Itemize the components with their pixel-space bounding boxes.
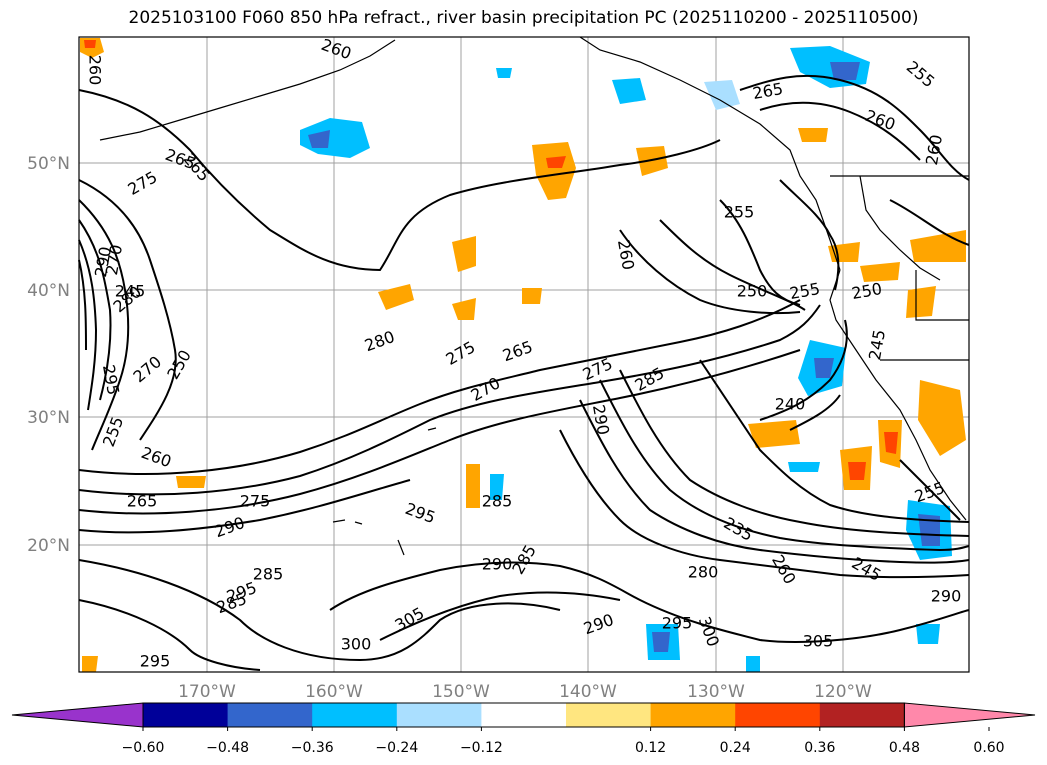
lon-label: 150°W bbox=[432, 682, 490, 702]
lat-label: 40°N bbox=[27, 281, 70, 301]
colorbar-tick-label: −0.24 bbox=[375, 740, 418, 756]
colorbar-swatch bbox=[227, 703, 313, 727]
precip-patches bbox=[80, 38, 966, 672]
colorbar-swatch bbox=[396, 703, 482, 727]
lat-tick-labels: 50°N 40°N 30°N 20°N bbox=[27, 154, 70, 556]
contour-lines bbox=[78, 74, 970, 671]
lat-label: 50°N bbox=[27, 154, 70, 174]
contour-label: 265 bbox=[127, 492, 158, 511]
lon-label: 170°W bbox=[178, 682, 236, 702]
contour-label: 255 bbox=[724, 203, 755, 222]
colorbar-tick-label: −0.36 bbox=[291, 740, 334, 756]
contour-label: 290 bbox=[482, 555, 513, 574]
colorbar-swatch bbox=[143, 703, 229, 727]
colorbar-swatch bbox=[481, 703, 567, 727]
contour-label: 285 bbox=[253, 565, 284, 584]
contour-label: 295 bbox=[140, 652, 171, 671]
colorbar-swatch bbox=[819, 703, 905, 727]
lon-tick-labels: 170°W 160°W 150°W 140°W 130°W 120°W bbox=[178, 682, 872, 702]
coastlines bbox=[99, 36, 969, 556]
lon-label: 140°W bbox=[559, 682, 617, 702]
map-title: 2025103100 F060 850 hPa refract., river … bbox=[128, 8, 919, 28]
colorbar-tick-label: 0.24 bbox=[720, 740, 751, 756]
contour-label: 305 bbox=[803, 632, 834, 651]
lat-label: 30°N bbox=[27, 408, 70, 428]
colorbar-extend-high bbox=[903, 702, 1036, 728]
colorbar-extend-low bbox=[11, 702, 144, 728]
colorbar-tick-label: 0.12 bbox=[635, 740, 666, 756]
colorbar-swatch bbox=[735, 703, 821, 727]
colorbar-swatch bbox=[566, 703, 652, 727]
contour-label: 295 bbox=[662, 614, 693, 633]
colorbar-tick-label: 0.60 bbox=[973, 740, 1004, 756]
colorbar-tick-label: −0.60 bbox=[122, 740, 165, 756]
contour-label: 245 bbox=[115, 282, 146, 301]
contour-label: 260 bbox=[86, 55, 105, 86]
contour-label: 290 bbox=[931, 587, 962, 606]
contour-label: 300 bbox=[341, 635, 372, 654]
contour-label: 240 bbox=[775, 395, 806, 414]
colorbar-tick-label: −0.12 bbox=[460, 740, 503, 756]
lon-label: 160°W bbox=[305, 682, 363, 702]
colorbar-swatch bbox=[650, 703, 736, 727]
lat-label: 20°N bbox=[27, 536, 70, 556]
colorbar-tick-label: −0.48 bbox=[206, 740, 249, 756]
contour-label: 280 bbox=[688, 563, 719, 582]
colorbar-swatch bbox=[312, 703, 398, 727]
contour-label: 275 bbox=[240, 492, 271, 511]
colorbar-frame bbox=[142, 702, 905, 728]
lon-label: 130°W bbox=[687, 682, 745, 702]
plot-frame bbox=[78, 36, 970, 673]
colorbar-tick-label: 0.36 bbox=[804, 740, 835, 756]
colorbar-tick-label: 0.48 bbox=[889, 740, 920, 756]
colorbar: −0.60 −0.48 −0.36 −0.24 −0.12 0.12 0.24 0.36 0.4… bbox=[11, 702, 1036, 756]
lon-label: 120°W bbox=[814, 682, 872, 702]
contour-label: 250 bbox=[737, 282, 768, 301]
contour-label: 285 bbox=[482, 492, 513, 511]
